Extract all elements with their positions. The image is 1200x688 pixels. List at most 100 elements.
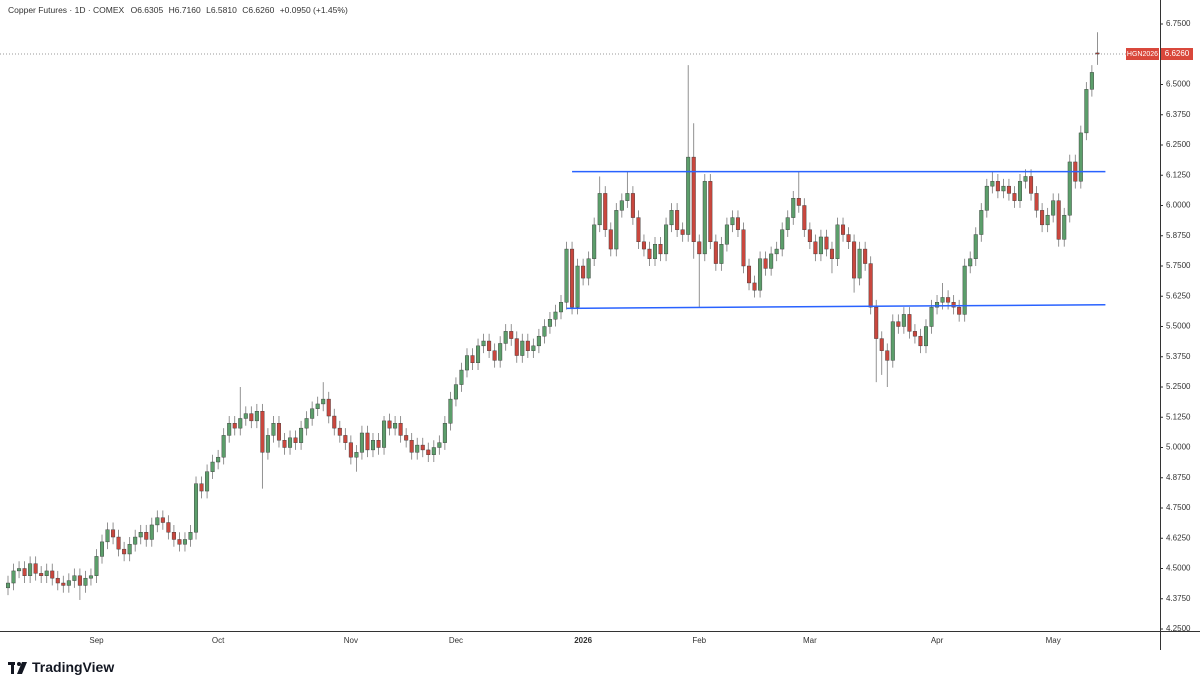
candle-body [105, 529, 110, 543]
candle-body [61, 582, 66, 586]
candle-body [127, 544, 132, 555]
candle-body [885, 350, 890, 361]
y-tick-label: 5.3750 [1166, 352, 1191, 361]
candle-body [100, 541, 105, 557]
candle-body [536, 335, 541, 347]
candle-body [77, 575, 82, 586]
candle-body [221, 435, 226, 458]
candle-body [376, 440, 381, 448]
candle-body [984, 185, 989, 211]
candle-body [44, 570, 49, 576]
candle-body [453, 384, 458, 400]
y-tick-label: 4.3750 [1166, 594, 1191, 603]
candle-body [1012, 193, 1017, 201]
candle-body [752, 282, 757, 291]
candle-body [282, 440, 287, 448]
ohlc-label: C [242, 5, 248, 15]
logo-shape [17, 662, 21, 666]
candle-body [547, 319, 552, 327]
candle-body [514, 338, 519, 356]
candle-body [476, 345, 481, 363]
candle-body [807, 229, 812, 242]
candle-body [238, 418, 243, 429]
candle-body [686, 156, 691, 235]
candle-body [636, 217, 641, 243]
candle-body [464, 355, 469, 371]
candle-body [83, 577, 88, 586]
candle-body [912, 331, 917, 337]
candle-body [747, 265, 752, 284]
y-tick-label: 5.8750 [1166, 231, 1191, 240]
candle-body [968, 258, 973, 267]
candle-body [149, 524, 154, 540]
candle-body [1045, 214, 1050, 226]
candle-body [708, 181, 713, 243]
y-tick-label: 4.5000 [1166, 564, 1191, 573]
candle-body [188, 532, 193, 540]
candle-body [171, 532, 176, 540]
candle-body [332, 415, 337, 429]
candle-body [691, 156, 696, 243]
x-tick-label: Oct [212, 636, 225, 645]
candle-body [348, 442, 353, 458]
candle-body [1078, 132, 1083, 182]
candle-body [946, 297, 951, 303]
candle-body [299, 427, 304, 443]
candle-body [492, 350, 497, 361]
candle-body [1034, 193, 1039, 211]
candle-body [763, 258, 768, 269]
candle-body [442, 423, 447, 443]
candle-body [205, 471, 210, 492]
candle-body [835, 224, 840, 259]
candle-body [520, 340, 525, 356]
y-tick-label: 6.5000 [1166, 80, 1191, 89]
logo-shape [17, 662, 27, 674]
candle-body [791, 198, 796, 218]
candle-body [852, 241, 857, 279]
candle-body [426, 449, 431, 455]
candle-body [393, 423, 398, 429]
x-tick-label: May [1046, 636, 1061, 645]
ohlc-value: 6.5810 [211, 5, 237, 15]
candle-body [503, 331, 508, 344]
candle-body [498, 343, 503, 361]
candle-body [243, 413, 248, 419]
candle-body [138, 532, 143, 538]
candle-body [940, 297, 945, 303]
candle-body [265, 435, 270, 453]
candle-body [254, 411, 259, 422]
candle-body [973, 234, 978, 259]
x-tick-label: Mar [803, 636, 817, 645]
candle-body [144, 532, 149, 540]
candle-body [553, 311, 558, 320]
candle-body [194, 483, 199, 533]
candle-body [470, 355, 475, 364]
candle-body [719, 244, 724, 264]
price-tag-label: 6.6260 [1165, 49, 1190, 58]
candle-body [1056, 200, 1061, 240]
candle-body [702, 181, 707, 255]
y-tick-label: 5.5000 [1166, 322, 1191, 331]
candle-body [603, 193, 608, 230]
candle-body [310, 408, 315, 419]
candle-body [846, 234, 851, 242]
candle-body [404, 435, 409, 441]
trend-line [566, 303, 1106, 310]
candle-body [420, 444, 425, 451]
candle-body [597, 193, 602, 226]
candle-body [304, 418, 309, 429]
candle-body [829, 248, 834, 259]
candle-body [923, 326, 928, 347]
candle-body [758, 258, 763, 291]
candle-body [890, 321, 895, 361]
candle-body [232, 423, 237, 429]
candle-body [879, 338, 884, 351]
candle-body [387, 420, 392, 429]
x-tick-label: Nov [344, 636, 358, 645]
x-tick-label: Apr [931, 636, 944, 645]
brand-logo: TradingView [8, 659, 114, 675]
candle-body [979, 210, 984, 235]
x-tick-label: Feb [692, 636, 706, 645]
change: +0.0950 (+1.45%) [280, 5, 348, 15]
